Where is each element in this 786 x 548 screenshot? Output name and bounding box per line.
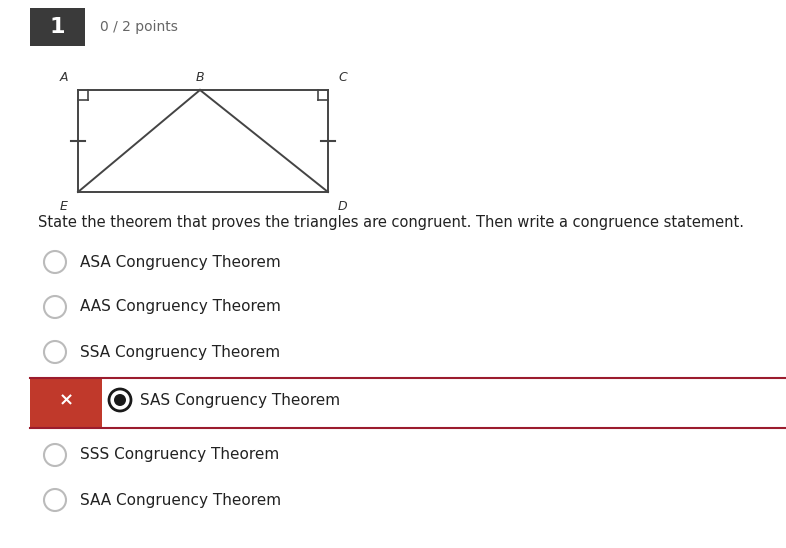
- Text: C: C: [338, 71, 347, 84]
- Bar: [30, 378, 786, 428]
- Text: State the theorem that proves the triangles are congruent. Then write a congruen: State the theorem that proves the triang…: [38, 215, 744, 230]
- Text: D: D: [338, 200, 347, 213]
- Text: ASA Congruency Theorem: ASA Congruency Theorem: [80, 254, 281, 270]
- Text: SAS Congruency Theorem: SAS Congruency Theorem: [140, 392, 340, 408]
- Text: 1: 1: [50, 17, 65, 37]
- Text: SAA Congruency Theorem: SAA Congruency Theorem: [80, 493, 281, 507]
- Text: A: A: [60, 71, 68, 84]
- Circle shape: [44, 489, 66, 511]
- Circle shape: [44, 444, 66, 466]
- Circle shape: [44, 251, 66, 273]
- Text: AAS Congruency Theorem: AAS Congruency Theorem: [80, 300, 281, 315]
- Circle shape: [109, 389, 131, 411]
- Text: SSA Congruency Theorem: SSA Congruency Theorem: [80, 345, 280, 359]
- Text: 0 / 2 points: 0 / 2 points: [100, 20, 178, 34]
- Bar: [0, 0, 786, 55]
- Circle shape: [114, 394, 126, 406]
- Bar: [30, 8, 85, 46]
- Circle shape: [44, 341, 66, 363]
- Text: SSS Congruency Theorem: SSS Congruency Theorem: [80, 448, 279, 463]
- Text: E: E: [60, 200, 68, 213]
- Text: ×: ×: [58, 391, 74, 409]
- Text: B: B: [196, 71, 204, 84]
- Circle shape: [44, 296, 66, 318]
- Bar: [30, 378, 102, 428]
